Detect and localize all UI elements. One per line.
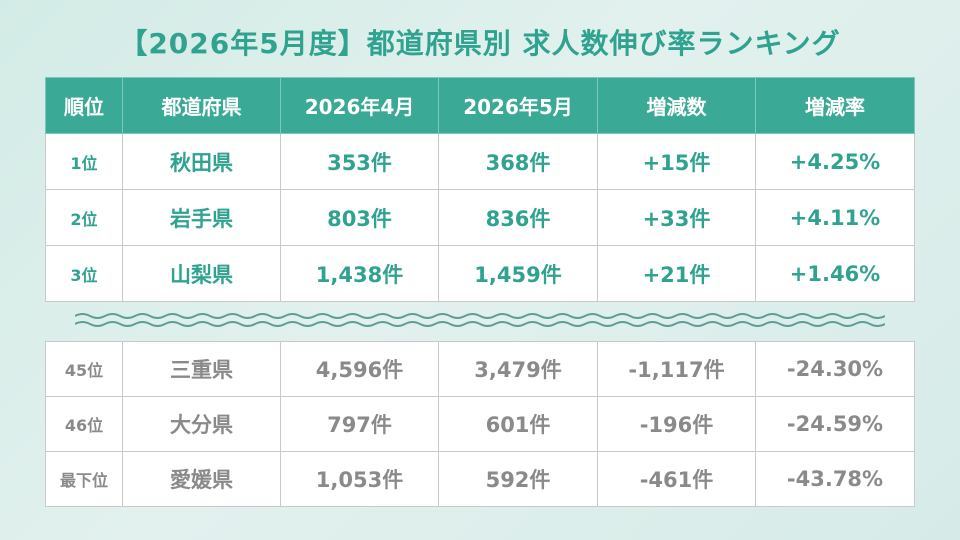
may-cell: 1,459件: [438, 245, 598, 302]
rank-cell: 2位: [45, 189, 123, 246]
table-row: 2位 岩手県 803件 836件 +33件 +4.11%: [45, 189, 915, 246]
table-row: 最下位 愛媛県 1,053件 592件 -461件 -43.78%: [45, 451, 915, 507]
change-cell: -196件: [597, 396, 756, 452]
header-change-rate: 増減率: [755, 77, 915, 134]
table-row: 45位 三重県 4,596件 3,479件 -1,117件 -24.30%: [45, 341, 915, 397]
ranking-table-bottom: 45位 三重県 4,596件 3,479件 -1,117件 -24.30% 46…: [45, 341, 915, 507]
rank-cell: 1位: [45, 133, 123, 190]
rank-cell: 45位: [45, 341, 123, 397]
change-rate-cell: -24.30%: [755, 341, 915, 397]
rank-cell: 最下位: [45, 451, 123, 507]
april-cell: 1,438件: [280, 245, 439, 302]
change-rate-cell: +4.11%: [755, 189, 915, 246]
table-row: 1位 秋田県 353件 368件 +15件 +4.25%: [45, 133, 915, 190]
prefecture-cell: 愛媛県: [122, 451, 281, 507]
may-cell: 592件: [438, 451, 598, 507]
may-cell: 368件: [438, 133, 598, 190]
rank-cell: 3位: [45, 245, 123, 302]
prefecture-cell: 山梨県: [122, 245, 281, 302]
prefecture-cell: 大分県: [122, 396, 281, 452]
wave-divider: [75, 313, 885, 327]
table-row: 3位 山梨県 1,438件 1,459件 +21件 +1.46%: [45, 245, 915, 302]
page-title: 【2026年5月度】都道府県別 求人数伸び率ランキング: [119, 27, 841, 60]
header-may: 2026年5月: [438, 77, 598, 134]
may-cell: 601件: [438, 396, 598, 452]
header-april: 2026年4月: [280, 77, 439, 134]
change-cell: +33件: [597, 189, 756, 246]
prefecture-cell: 岩手県: [122, 189, 281, 246]
april-cell: 353件: [280, 133, 439, 190]
change-rate-cell: +1.46%: [755, 245, 915, 302]
header-rank: 順位: [45, 77, 123, 134]
change-rate-cell: -24.59%: [755, 396, 915, 452]
prefecture-cell: 秋田県: [122, 133, 281, 190]
ranking-table-top: 順位 都道府県 2026年4月 2026年5月 増減数 増減率 1位 秋田県 3…: [45, 77, 915, 302]
april-cell: 1,053件: [280, 451, 439, 507]
change-cell: +21件: [597, 245, 756, 302]
header-change: 増減数: [597, 77, 756, 134]
change-cell: +15件: [597, 133, 756, 190]
april-cell: 4,596件: [280, 341, 439, 397]
change-cell: -461件: [597, 451, 756, 507]
rank-cell: 46位: [45, 396, 123, 452]
change-rate-cell: +4.25%: [755, 133, 915, 190]
prefecture-cell: 三重県: [122, 341, 281, 397]
change-rate-cell: -43.78%: [755, 451, 915, 507]
may-cell: 3,479件: [438, 341, 598, 397]
header-prefecture: 都道府県: [122, 77, 281, 134]
may-cell: 836件: [438, 189, 598, 246]
april-cell: 803件: [280, 189, 439, 246]
april-cell: 797件: [280, 396, 439, 452]
table-row: 46位 大分県 797件 601件 -196件 -24.59%: [45, 396, 915, 452]
change-cell: -1,117件: [597, 341, 756, 397]
header-row: 順位 都道府県 2026年4月 2026年5月 増減数 増減率: [45, 77, 915, 134]
